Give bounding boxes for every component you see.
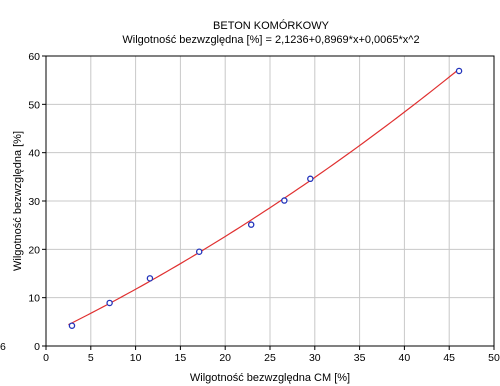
data-points — [68, 67, 463, 329]
x-axis-label: Wilgotność bezwzględna CM [%] — [190, 372, 350, 384]
data-point — [281, 197, 288, 204]
data-point — [146, 275, 154, 282]
y-axis-label: Wilgotność bezwzględna [%] — [12, 131, 24, 271]
y-tick-label: 40 — [28, 148, 40, 160]
y-tick-label: 60 — [28, 51, 40, 63]
x-tick-label: 30 — [309, 352, 321, 364]
x-tick-label: 35 — [354, 352, 366, 364]
y-tick-label: 50 — [28, 99, 40, 111]
y-tick-label: 20 — [28, 244, 40, 256]
y-tick-label: 30 — [28, 196, 40, 208]
x-tick-label: 10 — [130, 352, 142, 364]
x-tick-label: 0 — [43, 352, 49, 364]
data-point — [68, 322, 76, 329]
x-tick-label: 20 — [219, 352, 231, 364]
data-point — [195, 248, 203, 255]
x-axis-ticks: 0 5 10 15 20 25 30 35 40 45 50 — [43, 346, 500, 364]
x-tick-label: 45 — [443, 352, 455, 364]
x-tick-label: 50 — [488, 352, 500, 364]
data-point — [247, 221, 255, 228]
chart-subtitle: Wilgotność bezwzględna [%] = 2,1236+0,89… — [122, 34, 419, 46]
fit-curve-layer — [68, 67, 461, 326]
y-tick-label: 10 — [28, 293, 40, 305]
x-tick-label: 15 — [175, 352, 187, 364]
x-tick-label: 25 — [264, 352, 276, 364]
y-axis-ticks: 0 10 20 30 40 50 60 — [28, 51, 46, 353]
left-edge-fragment: 6 — [0, 341, 6, 353]
fit-line — [68, 67, 461, 326]
data-point — [455, 67, 463, 75]
y-tick-label: 0 — [34, 341, 40, 353]
data-point — [307, 175, 314, 183]
chart-title: BETON KOMÓRKOWY — [213, 19, 330, 32]
data-point — [106, 299, 113, 307]
grid — [46, 56, 494, 346]
x-tick-label: 5 — [88, 352, 94, 364]
x-tick-label: 40 — [399, 352, 411, 364]
